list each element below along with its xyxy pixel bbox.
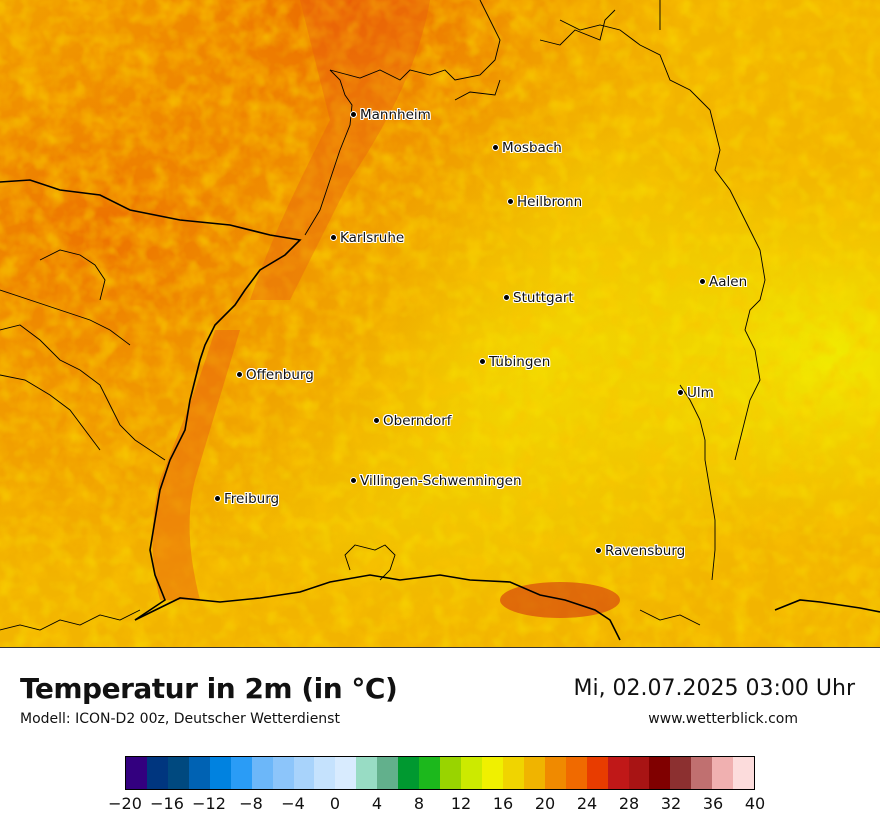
website-link[interactable]: www.wetterblick.com	[648, 711, 798, 727]
color-swatch	[146, 757, 168, 789]
color-swatch	[461, 757, 482, 789]
city-offenburg: Offenburg	[236, 366, 314, 384]
city-label: Villingen-Schwenningen	[360, 472, 522, 489]
color-swatch	[314, 757, 336, 789]
city-marker-icon	[595, 547, 602, 555]
color-swatch	[440, 757, 461, 789]
color-scale-tick-label: 24	[576, 794, 598, 813]
color-swatch	[209, 757, 231, 789]
color-swatch	[733, 757, 755, 789]
city-marker-icon	[492, 144, 499, 152]
color-swatch	[126, 757, 147, 789]
city-ravensburg: Ravensburg	[595, 542, 685, 560]
city-marker-icon	[350, 477, 357, 485]
color-scale-tick-label: 16	[492, 794, 514, 813]
city-marker-icon	[214, 495, 221, 503]
city-karlsruhe: Karlsruhe	[330, 229, 404, 247]
color-swatch	[691, 757, 713, 789]
color-scale-bar	[125, 756, 755, 790]
color-swatch	[419, 757, 441, 789]
model-source: Modell: ICON-D2 00z, Deutscher Wetterdie…	[20, 711, 340, 727]
city-label: Freiburg	[224, 490, 280, 507]
color-swatch	[523, 757, 545, 789]
city-marker-icon	[373, 417, 380, 425]
legend-panel: Temperatur in 2m (in °C) Modell: ICON-D2…	[0, 648, 880, 830]
city-mannheim: Mannheim	[350, 106, 431, 124]
city-marker-icon	[479, 358, 486, 366]
city-marker-icon	[350, 111, 357, 119]
color-scale-tick-label: 4	[371, 794, 383, 813]
color-swatch	[565, 757, 587, 789]
color-swatch	[377, 757, 399, 789]
color-swatch	[628, 757, 650, 789]
city-mosbach: Mosbach	[492, 139, 562, 157]
color-swatch	[586, 757, 608, 789]
color-swatch	[335, 757, 357, 789]
color-swatch	[544, 757, 566, 789]
color-scale-tick-label: 32	[660, 794, 682, 813]
color-scale-tick-label: 40	[744, 794, 766, 813]
city-villingen-schwenningen: Villingen-Schwenningen	[350, 472, 522, 490]
region-borders	[0, 0, 766, 631]
city-label: Heilbronn	[517, 193, 583, 210]
city-marker-icon	[330, 234, 337, 242]
color-scale-tick-label: −16	[150, 794, 184, 813]
color-scale-tick-label: 20	[534, 794, 556, 813]
city-label: Aalen	[709, 273, 748, 290]
city-marker-icon	[503, 294, 510, 302]
state-border	[0, 179, 880, 641]
color-scale-tick-label: −20	[108, 794, 142, 813]
color-scale-tick-label: −8	[239, 794, 263, 813]
color-swatch	[670, 757, 692, 789]
city-ulm: Ulm	[677, 384, 714, 402]
color-scale-tick-label: 8	[413, 794, 425, 813]
city-heilbronn: Heilbronn	[507, 193, 582, 211]
city-marker-icon	[236, 371, 243, 379]
temperature-map: Mannheim Mosbach Heilbronn Karlsruhe Aal…	[0, 0, 880, 648]
color-swatch	[293, 757, 315, 789]
color-swatch	[272, 757, 294, 789]
city-freiburg: Freiburg	[214, 490, 279, 508]
color-scale-tick-label: 36	[702, 794, 724, 813]
city-tuebingen: Tübingen	[479, 353, 550, 371]
color-swatch	[502, 757, 524, 789]
color-scale-ticks: −20 −16 −12 −8 −4 0 4 8 12 16 20 24 28 32 36 40	[108, 794, 765, 818]
city-aalen: Aalen	[699, 273, 747, 291]
city-marker-icon	[699, 278, 706, 286]
city-label: Tübingen	[489, 353, 551, 370]
city-stuttgart: Stuttgart	[503, 289, 574, 307]
city-label: Karlsruhe	[340, 229, 405, 246]
city-oberndorf: Oberndorf	[373, 412, 452, 430]
city-label: Stuttgart	[513, 289, 574, 306]
color-scale-tick-label: −4	[281, 794, 305, 813]
city-label: Mannheim	[360, 106, 431, 123]
city-label: Mosbach	[502, 139, 562, 156]
color-scale-tick-label: −12	[192, 794, 226, 813]
color-swatch	[481, 757, 503, 789]
color-swatch	[356, 757, 378, 789]
city-label: Oberndorf	[383, 412, 452, 429]
city-label: Offenburg	[246, 366, 314, 383]
map-title: Temperatur in 2m (in °C)	[20, 672, 398, 705]
city-label: Ravensburg	[605, 542, 686, 559]
color-scale-tick-label: 28	[618, 794, 640, 813]
color-swatch	[712, 757, 734, 789]
valid-time: Mi, 02.07.2025 03:00 Uhr	[573, 676, 855, 701]
color-swatch	[251, 757, 273, 789]
city-marker-icon	[507, 198, 514, 206]
color-scale-tick-label: 0	[329, 794, 341, 813]
color-swatch	[649, 757, 671, 789]
temperature-field	[0, 0, 880, 647]
color-swatch	[607, 757, 629, 789]
city-label: Ulm	[687, 384, 714, 401]
color-swatch	[230, 757, 252, 789]
city-marker-icon	[677, 389, 684, 397]
color-swatch	[167, 757, 189, 789]
color-swatch	[188, 757, 210, 789]
color-swatch	[398, 757, 420, 789]
color-scale-tick-label: 12	[450, 794, 472, 813]
